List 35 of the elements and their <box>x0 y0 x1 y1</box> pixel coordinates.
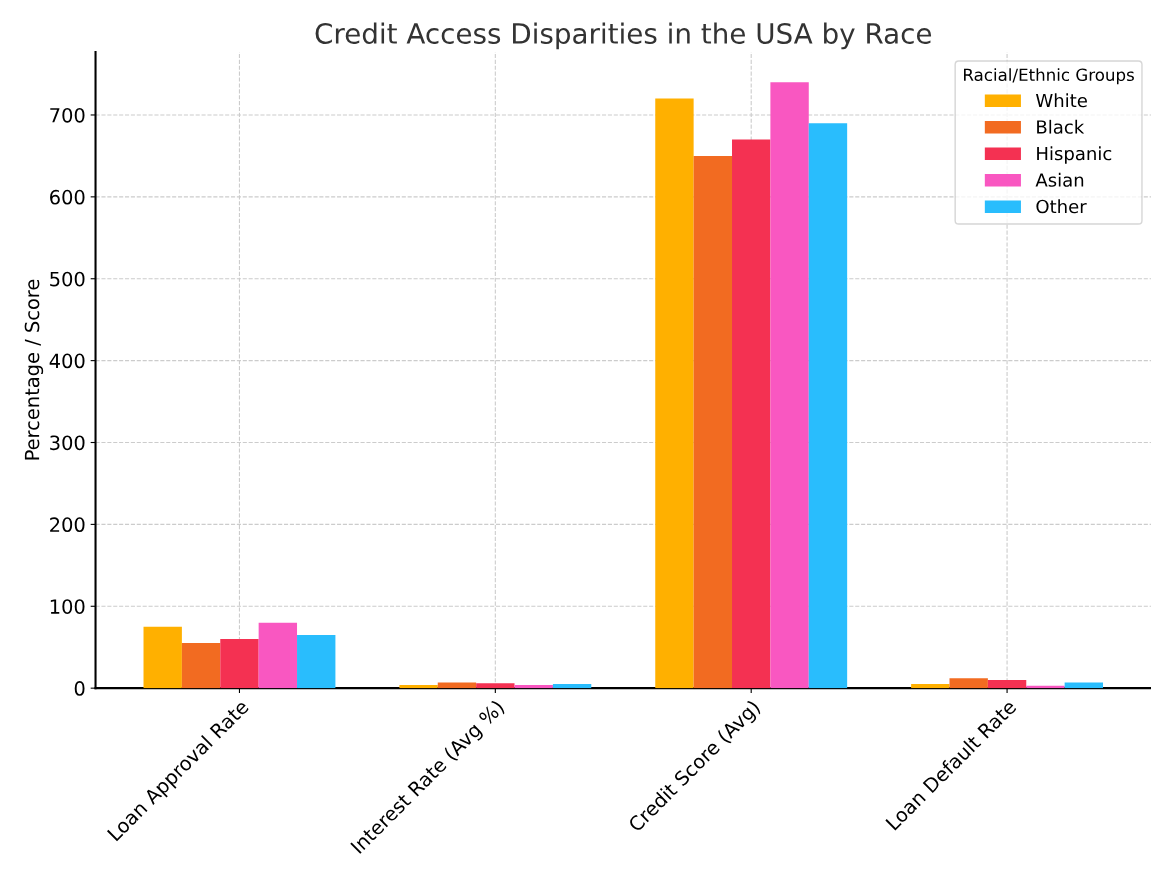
legend-label: Asian <box>1035 172 1084 187</box>
bar <box>297 634 336 689</box>
bar <box>732 139 771 689</box>
legend-label: Other <box>1036 199 1087 214</box>
bar <box>476 683 515 689</box>
y-tick-label: 200 <box>50 517 85 533</box>
bar <box>181 643 221 689</box>
bar <box>770 82 809 689</box>
bar <box>437 682 477 689</box>
y-tick-label: 600 <box>50 189 85 205</box>
y-tick-label: 300 <box>50 435 85 451</box>
legend-label: Hispanic <box>1037 146 1112 164</box>
bar <box>808 123 848 689</box>
y-tick-label: 500 <box>50 271 85 287</box>
bar <box>514 684 553 689</box>
y-tick-label: 0 <box>74 681 85 696</box>
bar <box>693 155 733 689</box>
bar <box>143 626 182 689</box>
y-axis-title: Percentage / Score <box>24 279 44 460</box>
bar <box>655 98 694 689</box>
bar <box>258 622 298 689</box>
y-tick-label: 700 <box>50 107 85 123</box>
bar <box>949 678 988 689</box>
bar <box>911 684 950 689</box>
chart-title: Credit Access Disparities in the USA by Race <box>315 22 932 50</box>
y-tick-label: 100 <box>50 599 85 614</box>
legend-label: White <box>1035 93 1087 108</box>
bar <box>220 639 259 689</box>
bar <box>552 684 592 689</box>
y-tick-label: 400 <box>49 353 85 369</box>
legend-label: Black <box>1037 119 1085 134</box>
bar <box>1064 682 1104 689</box>
bar <box>399 684 438 689</box>
bar <box>987 679 1027 689</box>
legend-title: Racial/Ethnic Groups <box>964 68 1134 85</box>
